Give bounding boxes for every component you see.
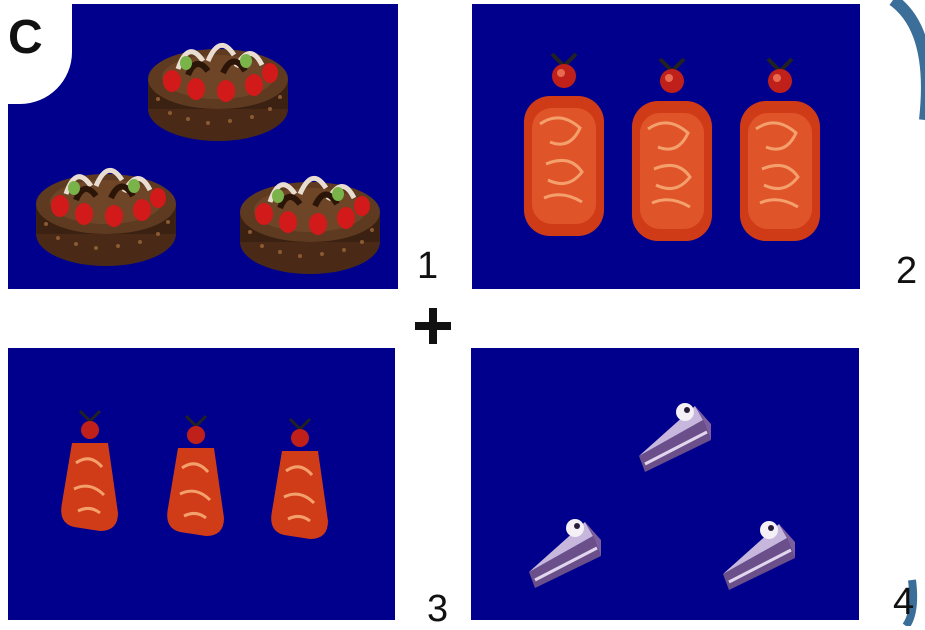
panel-number-4: 4: [893, 581, 915, 623]
corner-label: C: [8, 11, 43, 64]
panel-1: [8, 4, 398, 289]
panel-number-3: 3: [427, 588, 449, 630]
panel-2: [472, 4, 860, 289]
panel-3: [8, 348, 395, 620]
panel-4: [471, 348, 859, 620]
plus-sign: [415, 308, 451, 344]
panel-number-2: 2: [896, 250, 918, 292]
panel-number-1: 1: [417, 245, 439, 287]
